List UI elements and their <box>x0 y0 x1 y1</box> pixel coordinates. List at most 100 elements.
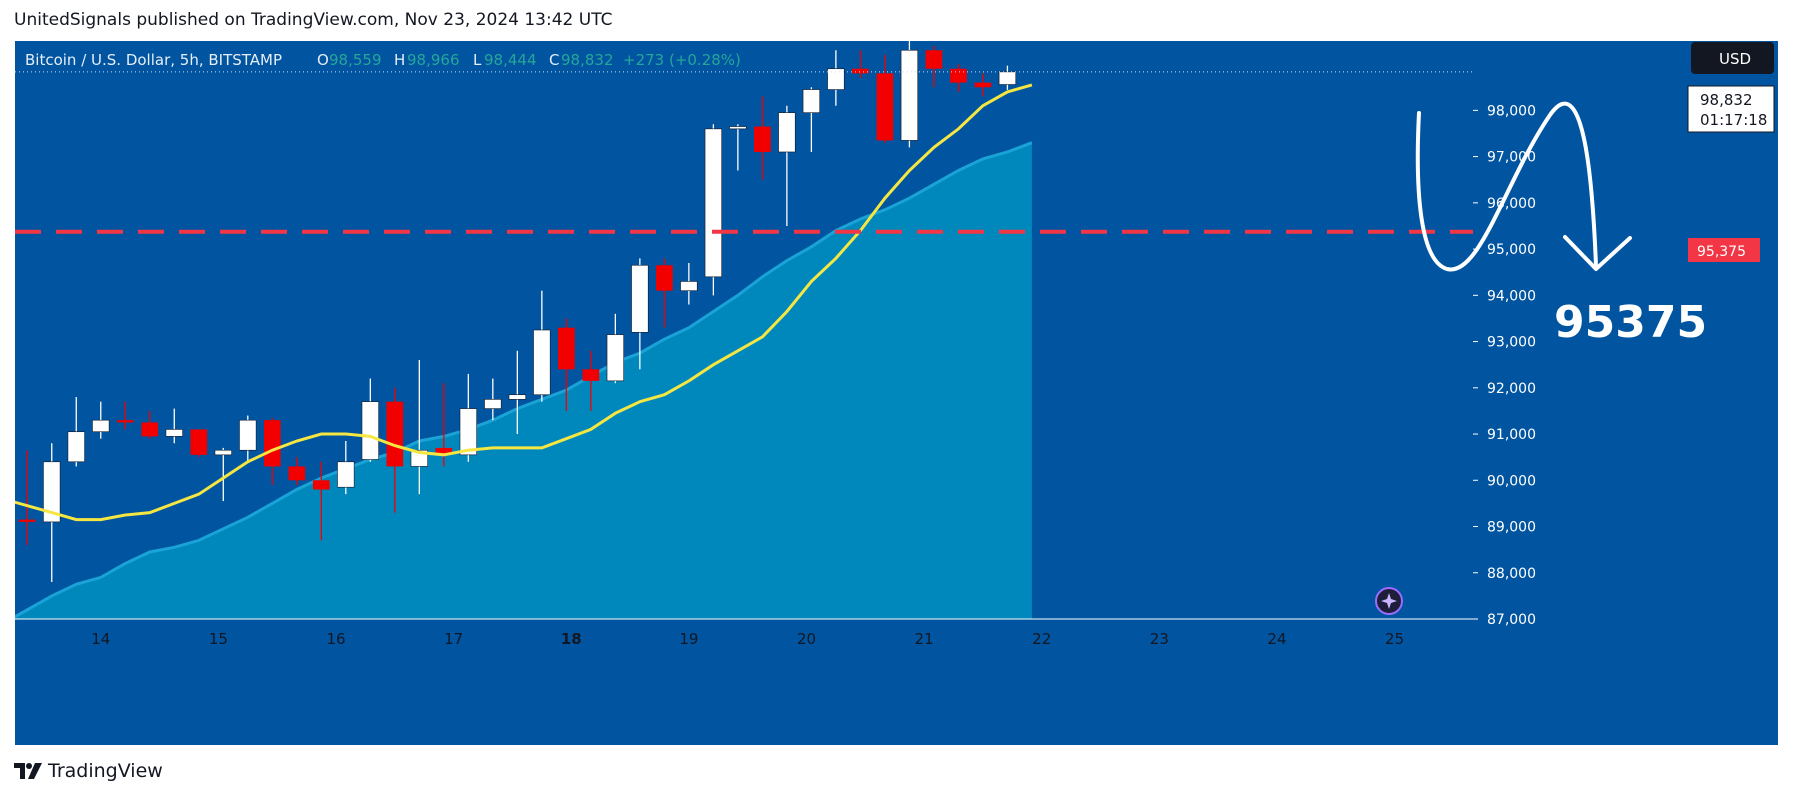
legend-o-label: O <box>317 51 329 69</box>
axes-layer: 87,000 88,000 89,000 90,000 91,000 92,000 93,0… <box>15 103 1536 648</box>
currency-button[interactable]: USD <box>1691 42 1774 74</box>
y-tick-label: 88,000 <box>1487 566 1536 582</box>
candle-body <box>459 408 477 456</box>
candle <box>802 87 821 152</box>
candle <box>974 73 992 97</box>
candle <box>998 65 1017 90</box>
candle-body <box>704 128 723 278</box>
candle <box>67 397 85 467</box>
candle <box>778 105 796 226</box>
candle-body <box>802 89 821 113</box>
candle-body <box>729 126 747 130</box>
candle <box>754 96 771 180</box>
chart-svg[interactable]: 87,000 88,000 89,000 90,000 91,000 92,000 93,0… <box>0 36 1778 745</box>
legend-o-value: 98,559 <box>329 51 382 69</box>
candle <box>361 378 379 462</box>
area-fill <box>0 142 1032 625</box>
candle-body <box>386 401 404 467</box>
sparkle-icon-star[interactable] <box>1381 593 1397 609</box>
candle <box>704 124 723 296</box>
candle <box>558 318 575 411</box>
candle <box>606 313 624 384</box>
last-price-countdown: 01:17:18 <box>1700 111 1767 129</box>
candle <box>337 440 355 495</box>
x-tick-label: 15 <box>209 630 228 648</box>
candle-body <box>876 73 894 141</box>
candle <box>950 64 967 92</box>
x-tick-label: 24 <box>1267 630 1286 648</box>
candle-body <box>116 420 134 423</box>
y-tick-label: 94,000 <box>1487 288 1536 304</box>
y-tick-label: 95,000 <box>1487 242 1536 258</box>
y-tick-label: 87,000 <box>1487 612 1536 628</box>
candle <box>312 461 330 541</box>
legend-symbol: Bitcoin / U.S. Dollar, 5h, BITSTAMP <box>25 51 282 69</box>
level-price-tag-bg <box>1688 238 1760 262</box>
x-tick-label: 25 <box>1385 630 1404 648</box>
legend-l-value: 98,444 <box>484 51 537 69</box>
candle-body <box>337 461 355 488</box>
y-tick-label: 91,000 <box>1487 427 1536 443</box>
candle <box>508 350 526 435</box>
candle <box>239 415 257 462</box>
area-edge-line <box>0 141 1033 627</box>
legend-ohlc: O 98,559 H 98,966 L 98,444 C 98,832 +273… <box>317 51 741 69</box>
currency-button-label[interactable]: USD <box>1719 50 1751 68</box>
x-tick-label: 17 <box>444 630 463 648</box>
forecast-arrow <box>1415 101 1632 272</box>
candle-body <box>214 449 232 456</box>
legend-l-label: L <box>473 51 482 69</box>
candle-body <box>43 461 61 523</box>
candle <box>386 387 404 513</box>
currency-button-bg[interactable] <box>1691 42 1774 74</box>
legend-c-label: C <box>549 51 559 69</box>
x-tick-label: 14 <box>91 630 110 648</box>
x-tick-label: 23 <box>1150 630 1169 648</box>
candle-body <box>778 112 796 153</box>
candle <box>288 457 306 485</box>
candle <box>214 447 232 502</box>
candle-body <box>558 327 575 370</box>
candle-body <box>631 264 649 333</box>
price-chart[interactable]: 87,000 88,000 89,000 90,000 91,000 92,000 93,0… <box>0 36 1778 745</box>
candle-body <box>239 419 257 451</box>
sparkle-icon[interactable] <box>1375 587 1403 615</box>
candle <box>435 383 453 467</box>
candle-body <box>656 265 673 291</box>
y-tick-label: 93,000 <box>1487 335 1536 351</box>
candle-body <box>680 281 698 291</box>
candle <box>116 401 134 430</box>
legend-change: +273 (+0.28%) <box>623 51 741 69</box>
candle-body <box>141 422 159 437</box>
candle-body <box>606 334 624 382</box>
footer-brand-name: TradingView <box>48 760 163 782</box>
candle <box>533 290 551 402</box>
ma-layer <box>0 83 1033 586</box>
candle-body <box>998 71 1017 85</box>
candle-body <box>165 429 183 437</box>
candle <box>680 262 698 305</box>
candle <box>631 258 649 370</box>
candle-body <box>92 419 110 433</box>
candle <box>165 408 183 444</box>
candle-body <box>190 429 208 455</box>
candle <box>729 124 747 171</box>
candle <box>459 373 477 462</box>
candle <box>876 54 894 143</box>
candle-body <box>925 50 943 69</box>
candle <box>656 258 673 328</box>
last-price-tag-bg <box>1687 85 1775 133</box>
level-price-tag: 95,375 <box>1688 238 1760 262</box>
footer-branding: TradingView <box>14 760 163 782</box>
x-tick-label: 19 <box>679 630 698 648</box>
annotation-level-text: 95375 <box>1554 297 1707 348</box>
last-price-tag: 98,832 01:17:18 <box>1687 85 1775 133</box>
candle-body <box>484 399 502 409</box>
y-tick-label: 98,000 <box>1487 103 1536 119</box>
level-price-tag-text: 95,375 <box>1697 244 1746 260</box>
x-tick-label: 22 <box>1032 630 1051 648</box>
y-tick-label: 90,000 <box>1487 473 1536 489</box>
candle <box>484 378 502 421</box>
y-tick-label: 89,000 <box>1487 520 1536 536</box>
candle <box>900 36 919 148</box>
